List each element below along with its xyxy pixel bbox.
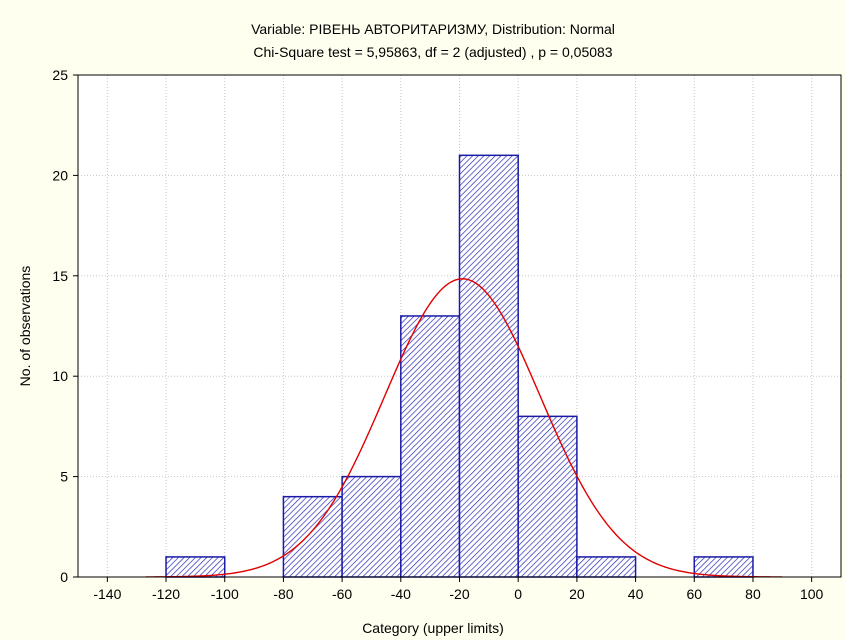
- y-tick-label: 5: [60, 469, 68, 485]
- histogram-bars: [165, 154, 754, 578]
- x-tick-label: 60: [686, 586, 702, 602]
- histogram-bar: [517, 415, 578, 578]
- y-tick-label: 10: [52, 368, 68, 384]
- x-tick-label: -20: [449, 586, 469, 602]
- axis-ticks: -140 -120 -100 -80 -60 -40 -20 0 20 40 60 80 100 0 5 10…: [52, 67, 823, 602]
- x-tick-label: 80: [745, 586, 761, 602]
- y-tick-label: 25: [52, 67, 68, 83]
- x-tick-label: -140: [93, 586, 121, 602]
- x-tick-label: 20: [569, 586, 585, 602]
- normal-curve-layer: [145, 278, 783, 577]
- x-tick-label: -80: [273, 586, 293, 602]
- y-tick-label: 0: [60, 569, 68, 585]
- x-tick-label: 100: [800, 586, 824, 602]
- histogram-bar: [165, 556, 226, 578]
- x-tick-label: 40: [628, 586, 644, 602]
- x-axis-label: Category (upper limits): [362, 620, 504, 636]
- histogram-bar: [400, 315, 461, 578]
- chart-title: Variable: РІВЕНЬ АВТОРИТАРИЗМУ, Distribu…: [251, 21, 615, 37]
- histogram-bar: [282, 495, 343, 578]
- normal-fit-curve: [145, 278, 783, 577]
- x-tick-label: -40: [391, 586, 411, 602]
- y-tick-label: 15: [52, 268, 68, 284]
- x-tick-label: -60: [332, 586, 352, 602]
- histogram-bar: [458, 154, 519, 578]
- y-tick-label: 20: [52, 167, 68, 183]
- histogram-bar: [341, 475, 402, 578]
- chart-subtitle: Chi-Square test = 5,95863, df = 2 (adjus…: [253, 44, 612, 60]
- x-tick-label: 0: [514, 586, 522, 602]
- y-axis-label: No. of observations: [17, 266, 33, 387]
- x-tick-label: -120: [152, 586, 180, 602]
- x-tick-label: -100: [211, 586, 239, 602]
- histogram-bar: [576, 556, 637, 578]
